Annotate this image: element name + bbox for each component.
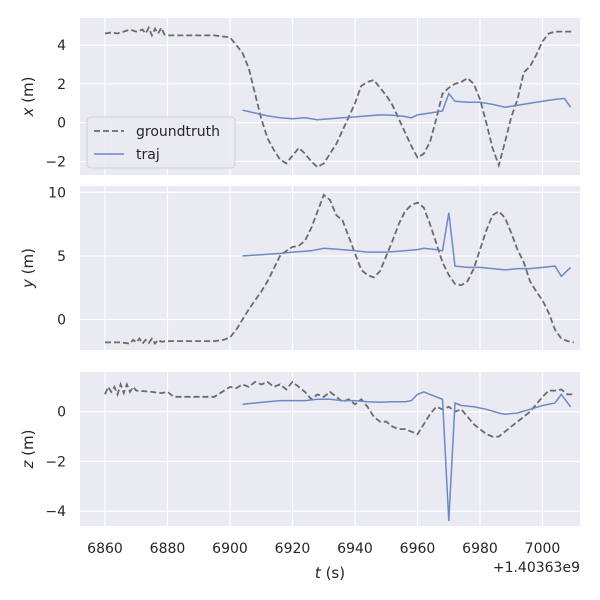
legend: groundtruth traj — [86, 116, 236, 169]
x-tick-label: 6980 — [462, 541, 498, 557]
series-traj-line — [242, 92, 572, 121]
x-axis-ticks: 6860 6880 6900 6920 6940 6960 6980 7000 — [87, 541, 560, 557]
y-tick-label: 0 — [57, 312, 66, 328]
x-axis-label: t (s) — [315, 564, 345, 582]
y-tick-label: 10 — [48, 185, 66, 201]
x-tick-label: 6860 — [87, 541, 123, 557]
legend-label-traj: traj — [136, 147, 160, 163]
y-axis-label: z (m) — [19, 430, 37, 470]
y-tick-label: −4 — [45, 504, 66, 520]
x-tick-label: 6880 — [150, 541, 186, 557]
panel-z: −4 −2 0 z (m) — [19, 372, 580, 526]
series-traj-line — [242, 212, 572, 278]
x-tick-label: 6900 — [212, 541, 248, 557]
legend-label-groundtruth: groundtruth — [136, 124, 220, 140]
series-groundtruth-line — [105, 193, 574, 346]
x-tick-label: 6940 — [337, 541, 373, 557]
y-axis-label: x (m) — [19, 77, 37, 118]
y-tick-label: 0 — [57, 116, 66, 132]
panel-background — [80, 186, 580, 350]
panel-background — [80, 372, 580, 526]
y-tick-label: 0 — [57, 405, 66, 421]
x-tick-label: 6920 — [275, 541, 311, 557]
y-tick-label: 2 — [57, 77, 66, 93]
panel-y: 0 5 10 y (m) — [19, 185, 580, 350]
x-tick-label: 6960 — [400, 541, 436, 557]
series-groundtruth-line — [104, 25, 574, 169]
y-tick-label: 4 — [57, 38, 66, 54]
y-tick-label: 5 — [57, 249, 66, 265]
legend-box — [86, 116, 236, 169]
y-tick-label: −2 — [45, 454, 66, 470]
y-axis-label: y (m) — [19, 248, 37, 289]
y-tick-label: −2 — [45, 154, 66, 170]
chart-panels: −2 0 2 4 x (m) 0 5 10 y (m) −4 −2 0 z (m) — [19, 18, 580, 526]
x-axis-offset-label: +1.40363e9 — [493, 560, 580, 576]
series-traj-line — [242, 391, 572, 522]
x-tick-label: 7000 — [525, 541, 561, 557]
